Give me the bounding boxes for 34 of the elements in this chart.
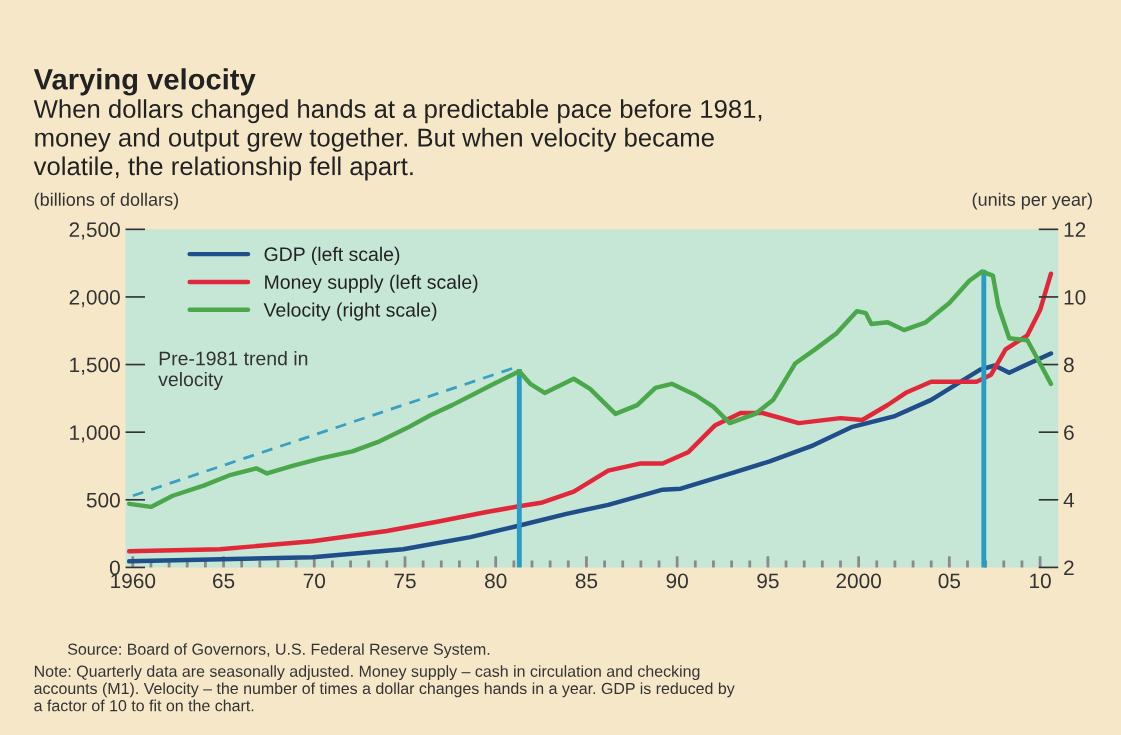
y2-tick-label: 10 <box>1064 289 1086 305</box>
x-tick-label: 10 <box>1030 573 1051 589</box>
chart-subtitle: When dollars changed hands at a predictable pace before 1981, money and output grew together. But when velocity became volatile, the relationship fell apart. <box>33 99 762 181</box>
y2-tick-label: 2 <box>1064 560 1074 575</box>
x-tick-label: 2000 <box>836 573 881 589</box>
x-tick-label: 95 <box>757 573 779 589</box>
annotation: Pre-1981 trend in velocity <box>158 351 308 391</box>
x-tick-label: 90 <box>666 573 688 589</box>
y-axis-title: (billions of dollars) <box>34 192 179 210</box>
y2-tick-label: 6 <box>1064 425 1074 440</box>
y-tick-label: 1,500 <box>70 357 120 375</box>
x-tick-label: 80 <box>485 573 507 589</box>
line-series <box>126 351 1054 564</box>
x-tick-label: 65 <box>213 573 235 589</box>
legend-label: GDP (left scale) <box>264 246 400 265</box>
y2-tick-label: 12 <box>1064 222 1086 237</box>
legend-label: Velocity (right scale) <box>263 302 437 321</box>
y-tick-label: 500 <box>86 492 120 508</box>
x-tick-label: 70 <box>303 573 326 589</box>
y2-axis-title: (units per year) <box>972 192 1092 210</box>
legend-label: Money supply (left scale) <box>265 274 478 293</box>
y2-tick-label: 8 <box>1063 357 1074 373</box>
x-tick-label: 75 <box>394 573 416 589</box>
y-tick-label: 2,500 <box>69 222 120 240</box>
y-tick-label: 1,000 <box>70 425 120 443</box>
text: Note: Quarterly data are seasonally adjusted. Money supply – cash in circulation and checking accounts (M1). Velocity – the number of times a dollar changes hands in a year. GDP is reduced by a factor of 10 to fit on the chart. <box>34 665 735 712</box>
source-note: Source: Board of Governors, U.S. Federal Reserve System. <box>67 643 490 659</box>
line-series <box>126 271 1054 554</box>
y-tick-label: 2,000 <box>69 289 120 308</box>
chart-title: Varying velocity <box>33 68 256 96</box>
x-tick-label: 85 <box>575 573 598 589</box>
x-tick-label: 05 <box>938 573 961 589</box>
line-series <box>126 269 1054 510</box>
y2-tick-label: 4 <box>1063 493 1075 508</box>
